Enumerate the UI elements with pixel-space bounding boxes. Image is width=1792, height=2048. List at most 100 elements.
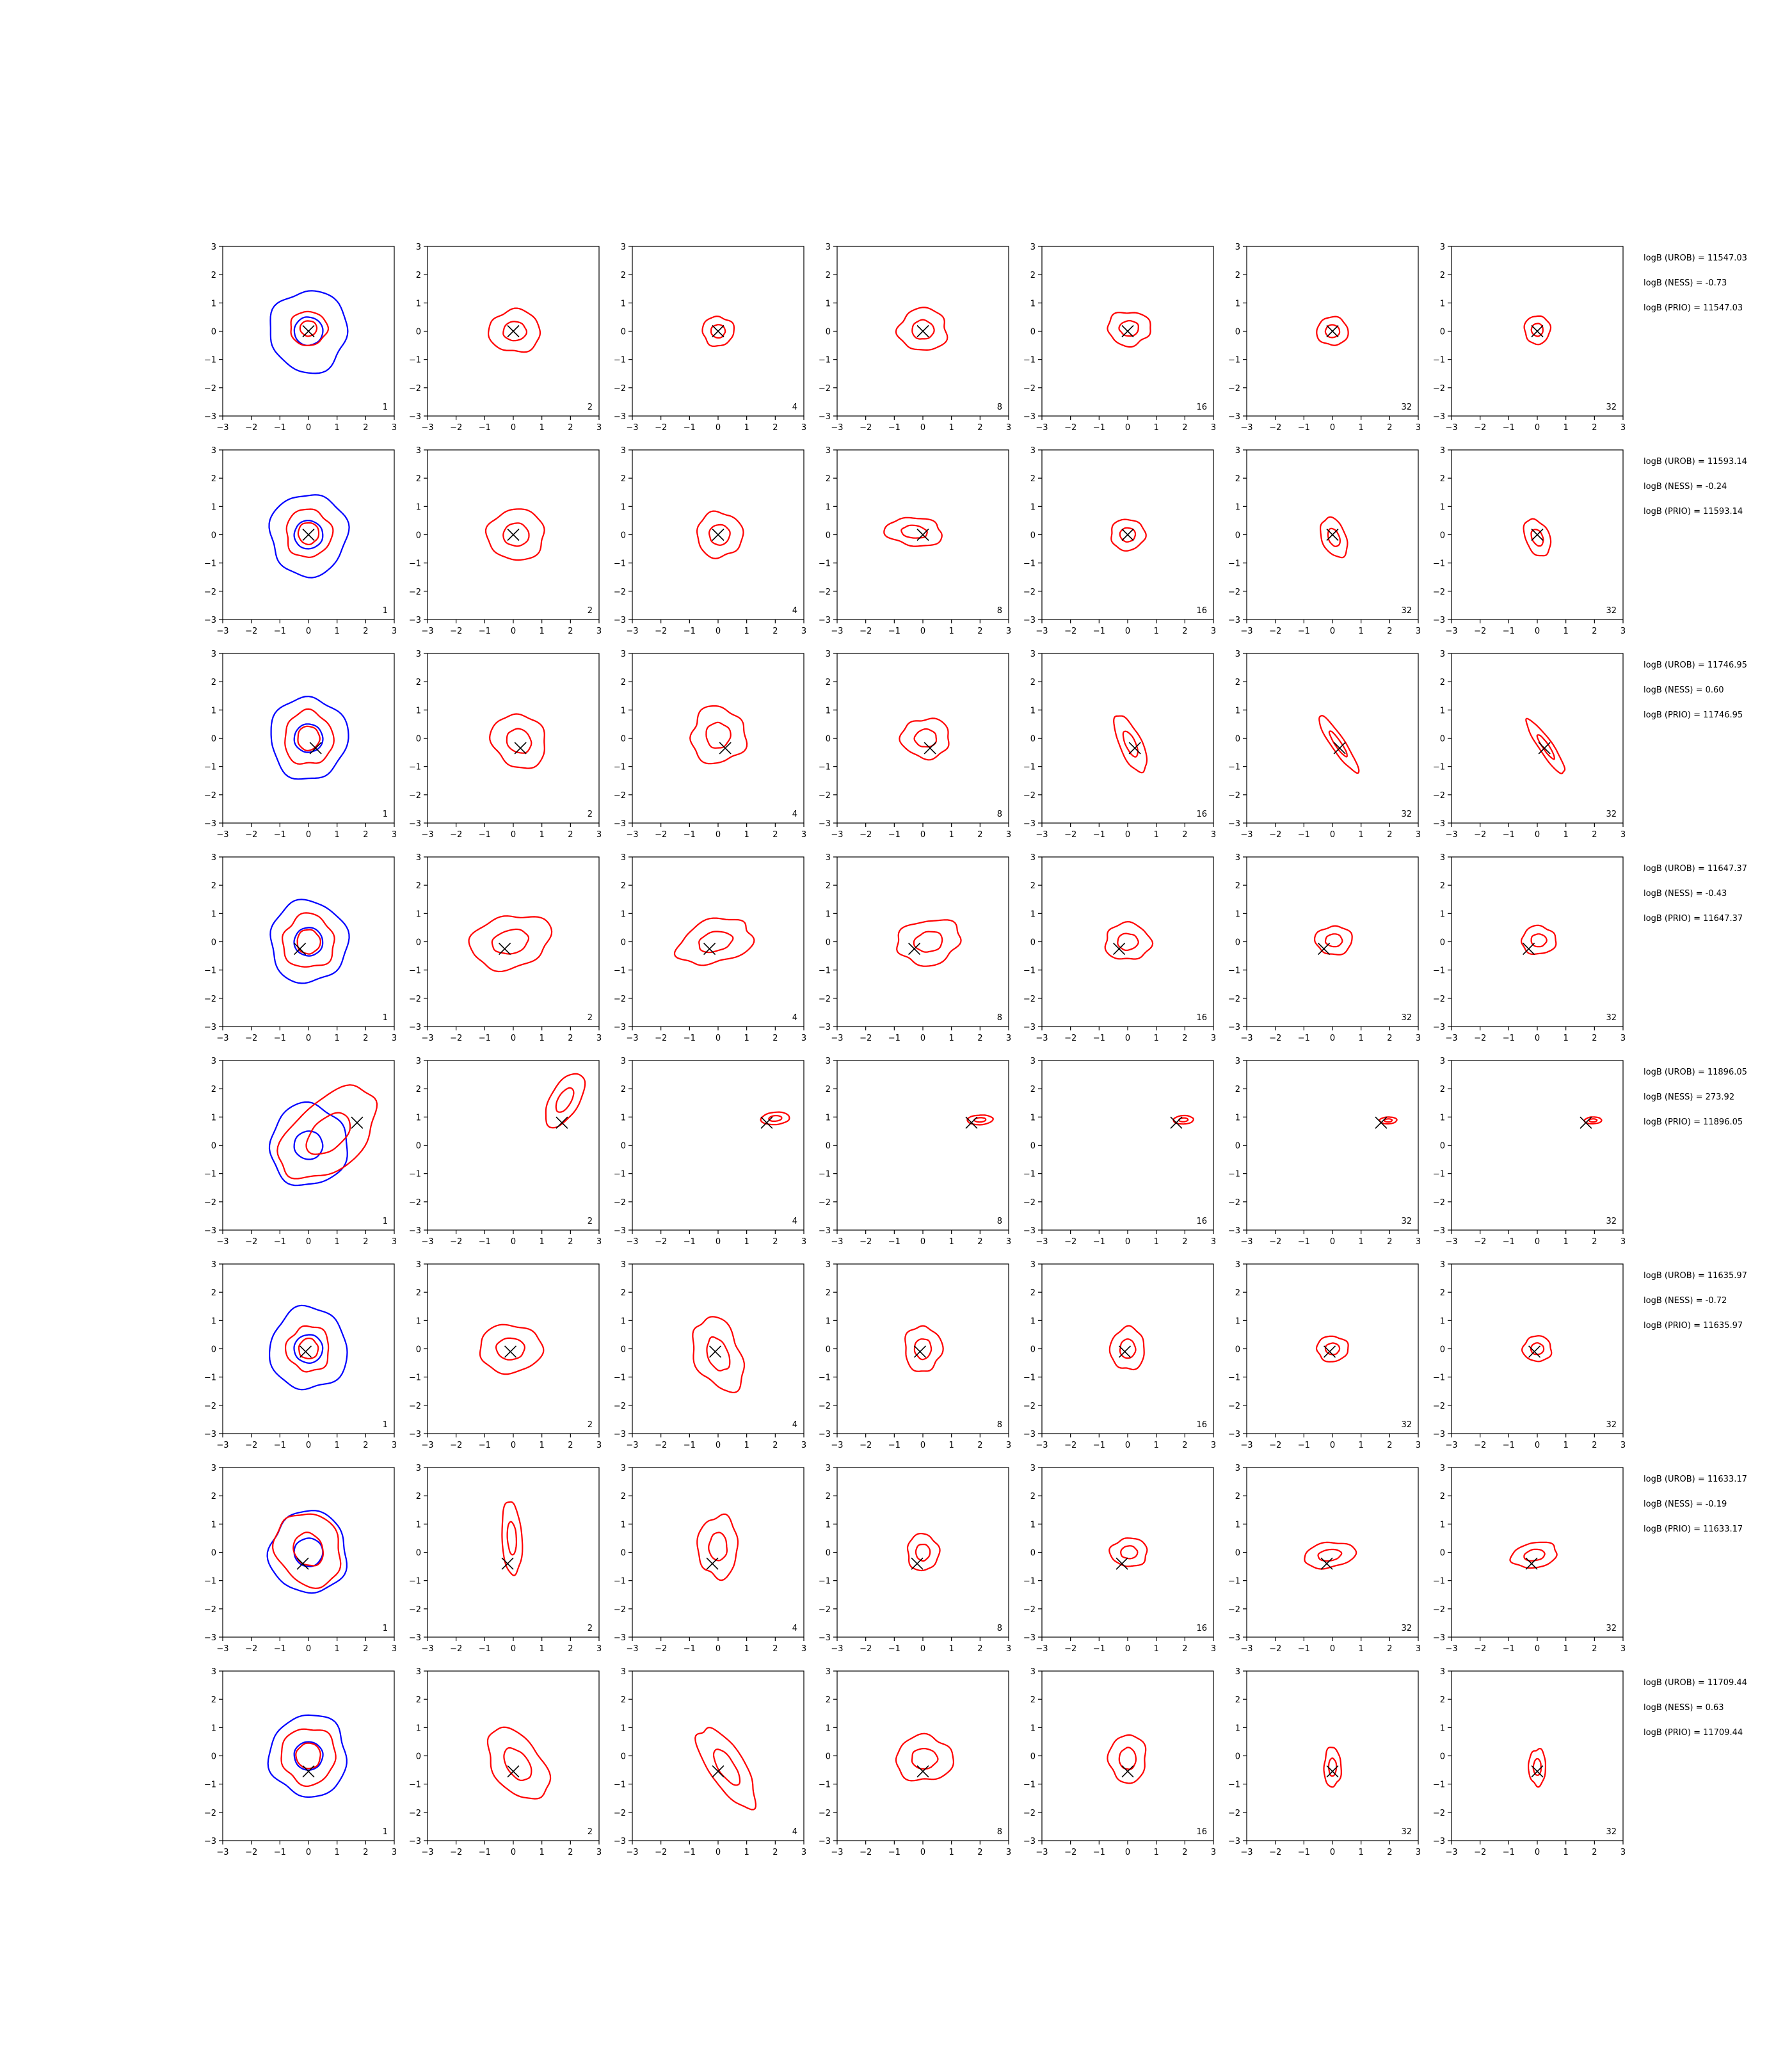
panel-r1-c6: −3−3 −2 −2 −1 −1 0 0 1 1 2 2 3 3 32 (1228, 243, 1421, 433)
y-tick-label: 3 (1030, 853, 1036, 863)
y-tick-label: 2 (211, 1288, 216, 1298)
y-tick-label: 0 (1440, 938, 1445, 948)
x-tick-label: −1 (1093, 423, 1105, 433)
y-tick-label: 1 (1030, 1520, 1036, 1530)
posterior-contour-inner (1122, 730, 1139, 758)
x-tick-label: −1 (479, 1441, 491, 1450)
x-tick-label: 2 (977, 627, 982, 636)
panel-count-label: 2 (588, 1827, 593, 1837)
panel-count-label: 32 (1401, 1013, 1412, 1023)
x-tick-label: −3 (1036, 1644, 1048, 1654)
posterior-contour-outer (468, 915, 553, 973)
y-tick-label: −2 (1228, 791, 1240, 801)
y-tick-label: 2 (1235, 474, 1240, 484)
panel-count-label: 32 (1606, 1420, 1617, 1430)
x-tick-label: 3 (392, 1237, 397, 1247)
panel-count-label: 1 (383, 403, 388, 412)
posterior-contour-outer (904, 1325, 944, 1372)
y-tick-label: 3 (1030, 1464, 1036, 1473)
panel-count-label: 2 (588, 810, 593, 819)
x-tick-label: −3 (1445, 627, 1457, 636)
x-tick-label: −1 (479, 1644, 491, 1654)
logb-text: logB (PRIO) = 11896.05 (1644, 1117, 1743, 1127)
y-tick-label: 1 (1235, 299, 1240, 308)
x-tick-label: −2 (655, 423, 667, 433)
x-tick-label: 1 (540, 423, 545, 433)
x-tick-label: −3 (626, 1441, 638, 1450)
x-tick-label: −1 (888, 1441, 900, 1450)
x-tick-label: −1 (888, 1644, 900, 1654)
x-tick-label: 0 (1125, 1441, 1130, 1450)
x-tick-label: 0 (306, 1034, 311, 1043)
truth-marker (708, 1345, 722, 1358)
y-tick-label: 3 (1030, 1057, 1036, 1066)
y-tick-label: 1 (1030, 1316, 1036, 1326)
x-tick-label: −1 (1093, 1644, 1105, 1654)
x-tick-label: 3 (801, 1034, 806, 1043)
x-tick-label: 1 (949, 423, 954, 433)
x-tick-label: 2 (1387, 1034, 1392, 1043)
prior-contour-inner (293, 723, 324, 753)
x-tick-label: 3 (801, 1644, 806, 1654)
axes-frame (1246, 1670, 1419, 1841)
y-tick-label: −3 (614, 616, 626, 625)
axes-frame (427, 1467, 600, 1638)
x-tick-label: −2 (1474, 1644, 1486, 1654)
x-tick-label: −2 (450, 1848, 462, 1857)
x-tick-label: −2 (450, 1441, 462, 1450)
posterior-contour-inner (305, 1112, 351, 1155)
panel-r4-c6: −3−3 −2 −2 −1 −1 0 0 1 1 2 2 3 3 32 (1228, 853, 1421, 1043)
x-tick-label: 0 (1330, 627, 1335, 636)
y-tick-label: 1 (1235, 1520, 1240, 1530)
posterior-contour-inner (1327, 1757, 1338, 1777)
x-tick-label: −1 (888, 627, 900, 636)
x-tick-label: −2 (450, 830, 462, 840)
y-tick-label: −3 (819, 1633, 831, 1643)
x-tick-label: 1 (949, 1441, 954, 1450)
x-tick-label: 1 (540, 627, 545, 636)
posterior-contour-outer (1107, 1734, 1147, 1784)
posterior-contour-outer (1379, 1116, 1398, 1125)
truth-marker (507, 528, 520, 541)
x-tick-label: −2 (860, 1441, 872, 1450)
x-tick-label: −3 (1240, 1644, 1252, 1654)
x-tick-label: 0 (920, 1237, 925, 1247)
y-tick-label: 0 (1030, 328, 1036, 337)
y-tick-label: 3 (621, 243, 626, 252)
posterior-contour-outer (1304, 1541, 1357, 1570)
x-tick-label: 2 (977, 1237, 982, 1247)
truth-marker (1538, 742, 1551, 755)
panel-count-label: 2 (588, 1420, 593, 1430)
x-tick-label: 2 (1182, 1034, 1187, 1043)
x-tick-label: 2 (1592, 1034, 1597, 1043)
y-tick-label: 1 (1030, 909, 1036, 919)
x-tick-label: −2 (1474, 1441, 1486, 1450)
y-tick-label: 1 (1030, 706, 1036, 716)
y-tick-label: 0 (1030, 531, 1036, 541)
y-tick-label: 2 (826, 881, 831, 891)
x-tick-label: −1 (1503, 830, 1515, 840)
y-tick-label: 3 (621, 853, 626, 863)
y-tick-label: 0 (1235, 328, 1240, 337)
axes-frame (836, 1467, 1009, 1638)
posterior-contour-outer (760, 1111, 790, 1126)
panel-count-label: 4 (792, 1013, 797, 1023)
x-tick-label: −2 (1269, 423, 1281, 433)
x-tick-label: 3 (1211, 423, 1216, 433)
x-tick-label: −3 (216, 1034, 228, 1043)
panel-count-label: 32 (1401, 403, 1412, 412)
y-tick-label: −1 (1023, 1170, 1036, 1180)
x-tick-label: 3 (392, 1441, 397, 1450)
y-tick-label: 2 (826, 1085, 831, 1094)
y-tick-label: −1 (819, 559, 831, 569)
y-tick-label: 2 (1030, 1492, 1036, 1501)
y-tick-label: 3 (621, 1260, 626, 1270)
posterior-contour-inner (1119, 1338, 1137, 1359)
y-tick-label: 2 (1030, 1085, 1036, 1094)
panel-r8-c6: −3−3 −2 −2 −1 −1 0 0 1 1 2 2 3 3 32 (1228, 1667, 1421, 1857)
y-tick-label: 1 (621, 502, 626, 512)
panel-count-label: 1 (383, 810, 388, 819)
y-tick-label: 2 (1440, 1492, 1445, 1501)
axes-frame (836, 653, 1009, 824)
x-tick-label: −3 (1240, 627, 1252, 636)
